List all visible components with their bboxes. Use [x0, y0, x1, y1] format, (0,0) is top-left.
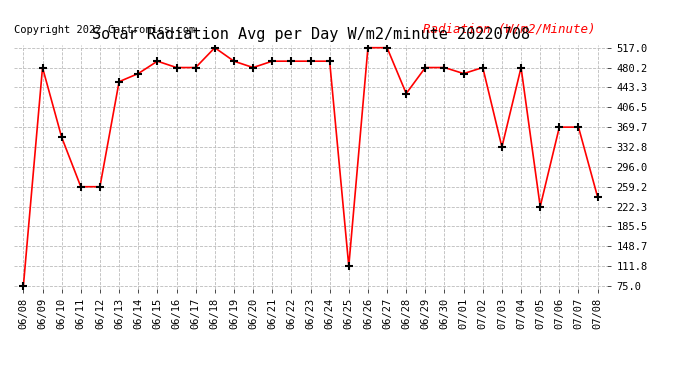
Text: Radiation (W/m2/Minute): Radiation (W/m2/Minute) — [423, 22, 595, 35]
Title: Solar Radiation Avg per Day W/m2/minute 20220708: Solar Radiation Avg per Day W/m2/minute … — [92, 27, 529, 42]
Text: Copyright 2022 Cartronics.com: Copyright 2022 Cartronics.com — [14, 25, 195, 35]
